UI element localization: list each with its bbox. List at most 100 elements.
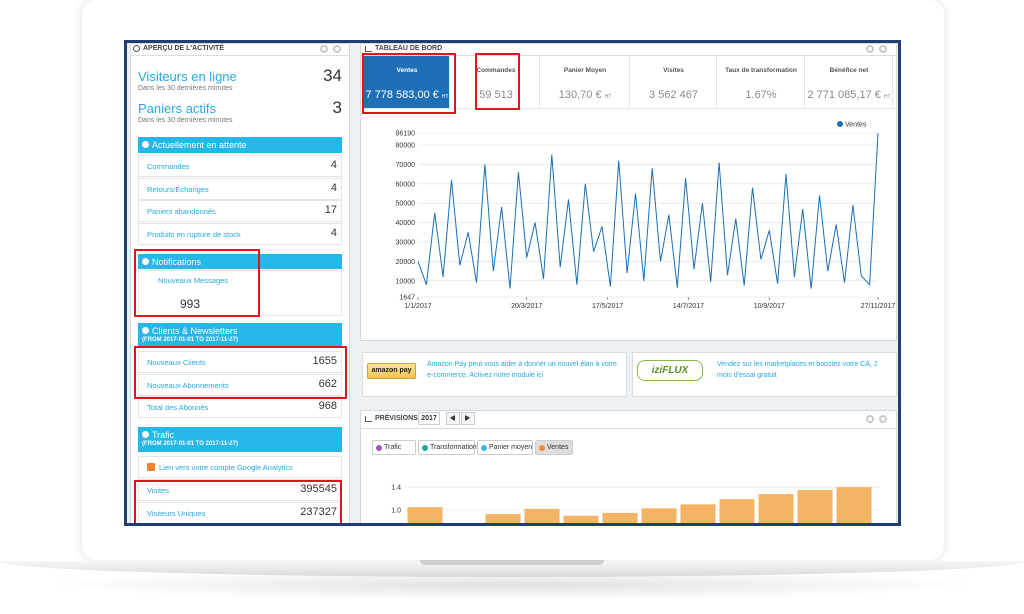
panel-tool[interactable] [866,415,874,423]
metric-toggle[interactable] [477,440,533,455]
panel-tool[interactable] [320,45,328,53]
stat-label[interactable]: Total des Abonnés [147,403,209,412]
ga-row [138,456,342,478]
stat-label[interactable]: Paniers abandonnés [147,207,216,216]
y-tick-label: 86190 [396,131,416,138]
metric-toggle[interactable] [372,440,416,455]
promo-text[interactable]: Amazon Pay peut vous aider à donner un n… [427,361,617,379]
kpi-label: Taux de transformation [725,67,797,74]
toggle-label: Panier moyen [489,444,533,451]
section-icon [142,431,149,438]
metric-value: 3 [332,98,342,117]
y-tick-label: 20000 [396,259,416,266]
panel-tool[interactable] [866,45,874,53]
kpi-number: 59 513 [479,89,513,101]
toggle-dot [422,445,428,451]
section-bar [138,254,342,269]
bar [719,499,755,523]
section-title: Trafic [152,430,175,440]
ga-link[interactable]: Lien vers votre compte Google Analytics [159,463,293,472]
stat-label[interactable]: Retours/Échanges [147,184,209,194]
x-tick-label: 10/9/2017 [754,303,785,310]
panel-tool[interactable] [333,45,341,53]
stat-row [138,351,342,373]
kpi-number: 3 562 467 [649,89,698,101]
section-icon [142,141,149,148]
x-tick-label: 20/3/2017 [511,303,542,310]
panel-title: PRÉVISIONS [375,415,418,422]
sales-chart: 1647 10000 20000 30000 40000 50000 60000 70000 8… [396,121,895,310]
kpi-value: 1.67% [717,89,805,101]
legend-swatch [837,121,843,127]
panel-tool[interactable] [879,415,887,423]
kpi-tile[interactable] [540,56,630,108]
section-title: Notifications [152,257,202,267]
x-tick-label: 17/5/2017 [592,303,623,310]
kpi-value: 59 513 [452,89,540,101]
stat-row [138,222,342,245]
y-tick-label: 1647 [399,295,415,302]
stat-label[interactable]: Visites [147,486,169,495]
bar [563,515,599,523]
metric-toggle[interactable] [535,440,573,455]
arrow [465,415,470,421]
highlight-box [362,53,456,114]
stat-label[interactable]: Produits en rupture de stock [147,229,241,239]
y-tick-label: 30000 [396,239,416,246]
stat-row [138,177,342,200]
metric-label: Paniers actifs [138,101,217,116]
kpi-label: Bénéfice net [829,67,869,74]
metric-label: Visiteurs en ligne [138,69,237,84]
section-icon [142,258,149,265]
laptop-notch [420,560,604,565]
stat-value: 237327 [300,505,337,518]
year-label: 2017 [418,412,440,425]
panel-tool[interactable] [879,45,887,53]
highlight-box [134,346,347,399]
panel-icon [365,416,372,422]
screen: APERÇU DE L'ACTIVITÉ Visiteurs en ligne 34… [124,40,901,526]
x-tick-label: 1/1/2017 [404,303,431,310]
highlight-box [134,249,260,317]
bar [602,512,638,523]
notif-value: 993 [180,297,201,311]
notif-label[interactable]: Nouveaux Messages [158,276,229,285]
kpi-value: 3 562 467 [630,89,717,101]
promo-text[interactable]: Vendez sur les marketplaces et boostez v… [717,361,878,379]
sales-line [417,132,879,289]
kpi-tile[interactable] [452,56,540,108]
kpi-tile[interactable] [717,56,805,108]
toggle-dot [481,445,487,451]
kpi-number: 130,70 € [558,89,602,101]
bar [641,508,677,523]
stat-label[interactable]: Nouveaux Clients [147,358,206,367]
stat-label[interactable]: Nouveaux Abonnements [147,380,229,390]
kpi-tile[interactable] [364,56,450,108]
y-tick-label: 50000 [396,201,416,208]
kpi-unit: HT [604,94,612,100]
toggle-label: Transformation [430,444,477,451]
kpi-tile[interactable] [630,56,717,108]
stat-label[interactable]: Commandes [147,162,190,171]
bar [836,487,872,523]
laptop-base [0,561,1024,577]
panel-divider [130,55,350,56]
panel-icon [133,45,140,52]
kpi-value: 7 778 583,00 € HT [364,89,450,101]
stat-label[interactable]: Visiteurs Uniques [147,508,206,518]
stat-row [138,200,342,222]
kpi-number: 7 778 583,00 € [365,89,439,101]
bar [758,494,794,523]
promo-logo: iziFLUX [637,360,703,381]
kpi-number: 2 771 085,17 € [807,89,881,101]
kpi-value: 2 771 085,17 € HT [805,89,893,101]
panel-divider [360,428,897,429]
toggle-dot [539,445,545,451]
stat-value: 4 [330,181,337,194]
stat-value: 395545 [300,483,337,495]
x-tick-label: 14/7/2017 [673,303,704,310]
bar [485,514,521,523]
kpi-tile[interactable] [805,56,893,108]
metric-toggle[interactable] [418,440,475,455]
